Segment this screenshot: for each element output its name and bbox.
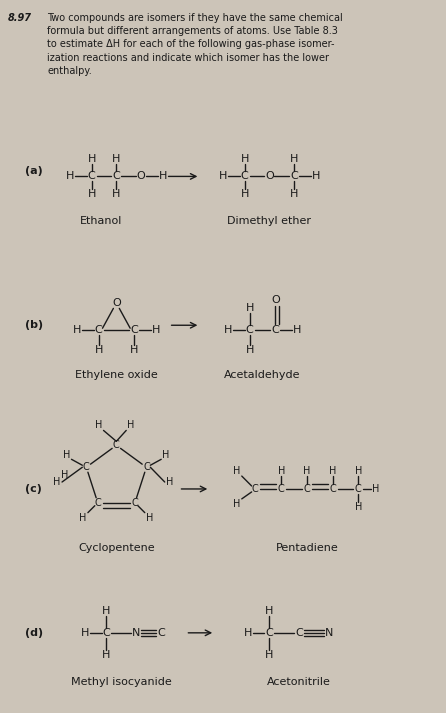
Text: H: H: [112, 153, 120, 163]
Text: H: H: [224, 325, 232, 335]
Text: Acetaldehyde: Acetaldehyde: [224, 370, 301, 380]
Text: C: C: [355, 484, 362, 494]
Text: C: C: [112, 171, 120, 181]
Text: H: H: [63, 451, 70, 461]
Text: C: C: [272, 325, 279, 335]
Text: C: C: [95, 325, 103, 335]
Text: C: C: [241, 171, 248, 181]
Text: H: H: [372, 484, 380, 494]
Text: H: H: [277, 466, 285, 476]
Text: (b): (b): [25, 320, 43, 330]
Text: H: H: [95, 421, 102, 431]
Text: H: H: [355, 466, 362, 476]
Text: C: C: [265, 628, 273, 638]
Text: H: H: [79, 513, 87, 523]
Text: C: C: [278, 484, 285, 494]
Text: H: H: [87, 189, 96, 199]
Text: H: H: [130, 345, 138, 355]
Text: 8.97: 8.97: [8, 13, 32, 23]
Text: H: H: [233, 499, 240, 509]
Text: H: H: [146, 513, 153, 523]
Text: N: N: [132, 628, 140, 638]
Text: C: C: [290, 171, 298, 181]
Text: H: H: [290, 153, 298, 163]
Text: H: H: [66, 171, 74, 181]
Text: H: H: [102, 650, 111, 660]
Text: C: C: [295, 628, 303, 638]
Text: H: H: [245, 345, 254, 355]
Text: Cyclopentene: Cyclopentene: [78, 543, 155, 553]
Text: O: O: [136, 171, 145, 181]
Text: H: H: [312, 171, 320, 181]
Text: C: C: [251, 484, 258, 494]
Text: Methyl isocyanide: Methyl isocyanide: [71, 677, 172, 687]
Text: H: H: [95, 345, 103, 355]
Text: O: O: [271, 295, 280, 305]
Text: enthalpy.: enthalpy.: [47, 66, 92, 76]
Text: C: C: [143, 462, 150, 472]
Text: N: N: [325, 628, 333, 638]
Text: H: H: [233, 466, 240, 476]
Text: C: C: [103, 628, 110, 638]
Text: (a): (a): [25, 166, 42, 176]
Text: H: H: [81, 628, 89, 638]
Text: H: H: [162, 451, 170, 461]
Text: Ethylene oxide: Ethylene oxide: [75, 370, 158, 380]
Text: H: H: [73, 325, 81, 335]
Text: H: H: [102, 606, 111, 616]
Text: H: H: [293, 325, 301, 335]
Text: formula but different arrangements of atoms. Use Table 8.3: formula but different arrangements of at…: [47, 26, 338, 36]
Text: C: C: [246, 325, 253, 335]
Text: H: H: [265, 650, 273, 660]
Text: H: H: [265, 606, 273, 616]
Text: (c): (c): [25, 484, 41, 494]
Text: C: C: [88, 171, 95, 181]
Text: ization reactions and indicate which isomer has the lower: ization reactions and indicate which iso…: [47, 53, 329, 63]
Text: Two compounds are isomers if they have the same chemical: Two compounds are isomers if they have t…: [47, 13, 343, 23]
Text: H: H: [244, 628, 252, 638]
Text: H: H: [159, 171, 167, 181]
Text: H: H: [245, 303, 254, 314]
Text: to estimate ΔH for each of the following gas-phase isomer-: to estimate ΔH for each of the following…: [47, 39, 334, 49]
Text: H: H: [112, 189, 120, 199]
Text: H: H: [219, 171, 227, 181]
Text: Ethanol: Ethanol: [80, 216, 123, 226]
Text: O: O: [265, 171, 274, 181]
Text: C: C: [83, 462, 90, 472]
Text: C: C: [130, 325, 138, 335]
Text: H: H: [87, 153, 96, 163]
Text: H: H: [61, 470, 68, 480]
Text: H: H: [290, 189, 298, 199]
Text: C: C: [95, 498, 101, 508]
Text: (d): (d): [25, 628, 43, 638]
Text: Acetonitrile: Acetonitrile: [267, 677, 331, 687]
Text: H: H: [240, 189, 249, 199]
Text: H: H: [355, 502, 362, 512]
Text: H: H: [54, 477, 61, 487]
Text: Pentadiene: Pentadiene: [276, 543, 339, 553]
Text: H: H: [329, 466, 336, 476]
Text: H: H: [240, 153, 249, 163]
Text: H: H: [128, 421, 135, 431]
Text: H: H: [152, 325, 160, 335]
Text: C: C: [132, 498, 138, 508]
Text: C: C: [329, 484, 336, 494]
Text: H: H: [166, 477, 173, 487]
Text: C: C: [304, 484, 310, 494]
Text: O: O: [112, 299, 121, 309]
Text: C: C: [157, 628, 165, 638]
Text: Dimethyl ether: Dimethyl ether: [227, 216, 311, 226]
Text: H: H: [303, 466, 310, 476]
Text: C: C: [113, 441, 120, 451]
